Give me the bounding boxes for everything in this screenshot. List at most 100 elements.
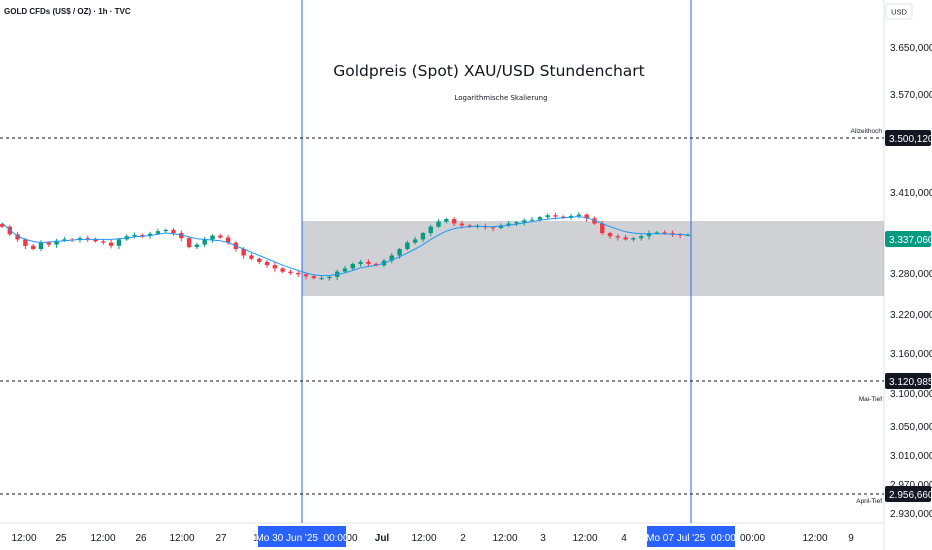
- moving-average-line: [1, 215, 689, 277]
- candle-body: [280, 268, 285, 272]
- time-marker-label-1: Mo 30 Jun '25 00:00: [255, 533, 349, 544]
- candle-body: [366, 261, 371, 264]
- candle-body: [241, 249, 246, 256]
- x-tick: 3: [540, 533, 546, 544]
- last-price-value: 3.337,060: [889, 235, 932, 246]
- candle-body: [373, 263, 379, 266]
- candle-body: [545, 215, 550, 218]
- symbol-info[interactable]: GOLD CFDs (US$ / OZ) · 1h · TVC: [4, 7, 131, 16]
- chart-title: Goldpreis (Spot) XAU/USD Stundenchart: [333, 62, 645, 80]
- candle-body: [23, 239, 28, 246]
- may-low-price-badge: [885, 373, 931, 389]
- candle-body: [46, 242, 51, 245]
- candle-body: [678, 234, 683, 236]
- candle-body: [296, 272, 301, 275]
- y-tick: 3.410,000: [890, 188, 932, 199]
- chart-subtitle: Logarithmische Skalierung: [454, 94, 547, 102]
- candle-body: [405, 242, 410, 250]
- candle-body: [600, 223, 605, 234]
- candle-body: [639, 236, 644, 239]
- april-low-price-value: 2.956,660: [889, 490, 932, 501]
- y-tick: 3.280,000: [890, 269, 932, 280]
- candle-body: [140, 234, 145, 236]
- candle-body: [522, 220, 527, 223]
- candle-body: [218, 235, 223, 238]
- candle-body: [163, 229, 168, 232]
- candle-body: [576, 214, 582, 216]
- candle-body: [38, 242, 44, 250]
- candle-body: [272, 265, 278, 269]
- candle-body: [0, 224, 5, 227]
- y-tick: 3.650,000: [890, 43, 932, 54]
- time-marker-badge-2[interactable]: [647, 526, 735, 547]
- candle-body: [561, 216, 566, 218]
- candle-body: [194, 244, 200, 248]
- y-tick: 3.570,000: [890, 90, 932, 101]
- x-tick: Jul: [375, 533, 390, 544]
- currency-button[interactable]: [885, 3, 913, 20]
- ath-price-badge: [885, 130, 931, 146]
- candle-body: [249, 255, 254, 259]
- y-tick: 3.010,000: [890, 451, 932, 462]
- candle-body: [116, 239, 122, 246]
- level-label-may-low: Mai-Tief: [859, 396, 882, 403]
- candle-body: [225, 237, 231, 243]
- candle-body: [186, 238, 192, 248]
- y-tick: 2.930,000: [890, 509, 932, 520]
- x-tick: 00:00: [740, 533, 765, 544]
- x-tick: 2: [460, 533, 466, 544]
- candle-body: [529, 219, 535, 221]
- candle-body: [101, 241, 106, 243]
- candle-body: [428, 226, 433, 234]
- candle-body: [420, 233, 426, 240]
- april-low-price-badge: [885, 486, 931, 502]
- y-tick: 3.220,000: [890, 310, 932, 321]
- candle-body: [311, 276, 317, 279]
- candle-body: [389, 255, 394, 261]
- level-label-ath: Allzeithoch: [851, 128, 883, 135]
- candle-body: [592, 218, 597, 224]
- candle-body: [467, 225, 472, 227]
- candle-body: [514, 222, 519, 224]
- x-tick: 12:00: [492, 533, 517, 544]
- x-tick: 12:00: [572, 533, 597, 544]
- last-price-badge: [885, 231, 931, 247]
- y-tick: 3.050,000: [890, 422, 932, 433]
- candle-body: [397, 249, 402, 256]
- x-tick: 1: [253, 533, 259, 544]
- x-tick: 12:00: [11, 533, 36, 544]
- time-marker-badge-1[interactable]: [258, 526, 346, 547]
- consolidation-range-box: [302, 221, 884, 296]
- candle-body: [62, 239, 67, 241]
- candle-body: [553, 215, 558, 217]
- x-tick: 12:00: [169, 533, 194, 544]
- candle-body: [210, 235, 215, 240]
- candle-body: [358, 261, 363, 264]
- candle-body: [607, 233, 613, 237]
- candle-body: [319, 278, 324, 280]
- candle-body: [662, 232, 667, 234]
- candle-body: [670, 233, 675, 235]
- x-tick: 27: [215, 533, 227, 544]
- candle-body: [498, 225, 504, 228]
- candle-body: [264, 261, 270, 266]
- candle-body: [506, 223, 511, 226]
- candle-body: [155, 231, 161, 234]
- candle-body: [132, 234, 137, 237]
- candle-body: [30, 245, 36, 250]
- candle-body: [303, 274, 309, 277]
- candle-body: [615, 236, 621, 238]
- candle-body: [147, 233, 153, 236]
- candle-body: [108, 242, 114, 246]
- may-low-price-value: 3.120,985: [889, 377, 932, 388]
- y-tick: 2.970,000: [890, 480, 932, 491]
- candle-body: [444, 219, 449, 222]
- candle-body: [436, 221, 441, 227]
- x-tick: 25: [55, 533, 67, 544]
- candle-body: [584, 214, 589, 219]
- candle-body: [85, 238, 90, 240]
- candle-body: [179, 233, 184, 239]
- x-tick: 9: [848, 533, 854, 544]
